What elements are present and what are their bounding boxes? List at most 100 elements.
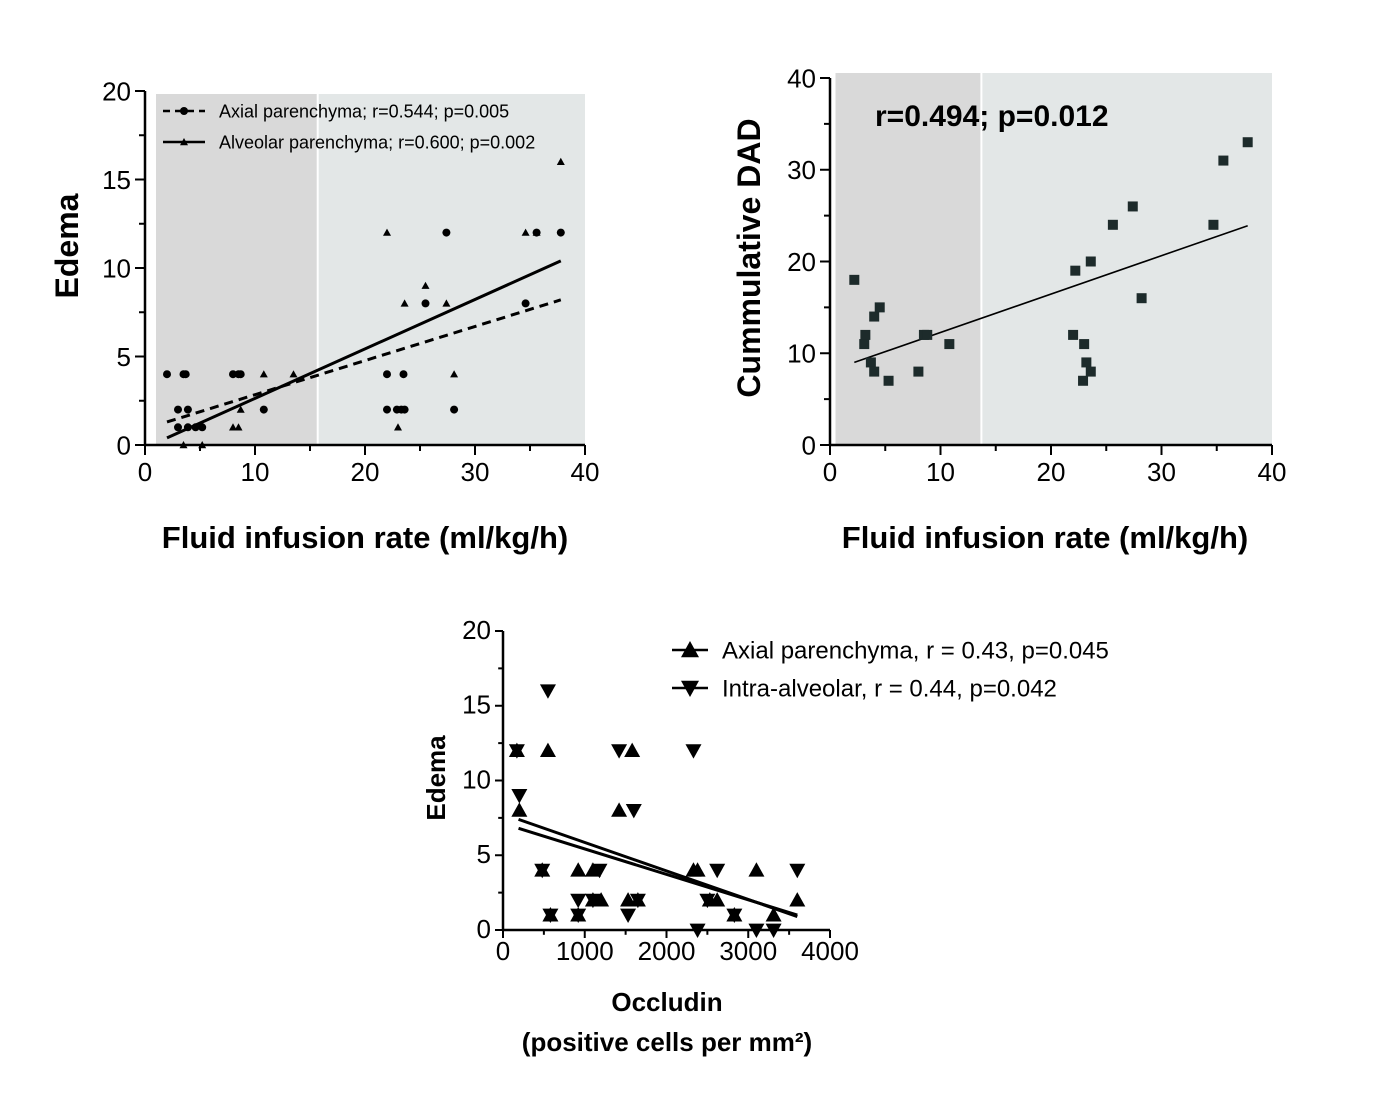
data-point bbox=[421, 281, 430, 289]
data-point bbox=[849, 274, 860, 285]
x-tick-label: 1000 bbox=[556, 936, 614, 966]
legend: Axial parenchyma, r = 0.43, p=0.045 Intra… bbox=[672, 638, 1109, 703]
x-tick-label: 4000 bbox=[801, 936, 859, 966]
data-point bbox=[198, 423, 207, 432]
legend: Axial parenchyma; r=0.544; p=0.005 Alveol… bbox=[163, 101, 535, 152]
data-point bbox=[944, 339, 955, 350]
legend-marker bbox=[180, 138, 188, 146]
data-point bbox=[539, 742, 556, 757]
series-2 bbox=[508, 684, 806, 938]
data-point bbox=[570, 908, 587, 924]
y-tick-label: 20 bbox=[102, 76, 131, 106]
data-point bbox=[259, 370, 268, 378]
x-axis-title: Occludin bbox=[611, 987, 722, 1017]
legend-entry: Axial parenchyma; r=0.544; p=0.005 bbox=[219, 101, 509, 121]
data-point bbox=[383, 405, 391, 414]
series-1 bbox=[163, 228, 565, 432]
x-tick-label: 0 bbox=[823, 457, 837, 487]
shaded-region bbox=[835, 73, 982, 445]
data-point bbox=[383, 228, 391, 236]
data-point bbox=[450, 405, 459, 414]
x-tick-label: 20 bbox=[1037, 457, 1066, 487]
data-point bbox=[1070, 265, 1081, 276]
x-tick-label: 40 bbox=[1258, 457, 1287, 487]
data-point bbox=[593, 892, 610, 907]
y-axis-title: Cummulative DAD bbox=[731, 118, 767, 397]
data-point bbox=[591, 863, 608, 879]
data-point bbox=[198, 441, 207, 449]
x-tick-label: 0 bbox=[138, 457, 152, 487]
data-point bbox=[685, 744, 702, 759]
data-point bbox=[421, 299, 430, 308]
data-point bbox=[234, 423, 243, 431]
data-point bbox=[236, 405, 245, 413]
data-point bbox=[624, 742, 641, 757]
data-point bbox=[789, 863, 806, 879]
data-point bbox=[521, 299, 530, 308]
data-point bbox=[1218, 155, 1229, 166]
correlation-annotation: r=0.494; p=0.012 bbox=[875, 100, 1109, 133]
data-point bbox=[869, 311, 880, 322]
data-point bbox=[179, 441, 188, 449]
data-point bbox=[611, 802, 628, 817]
x-tick-label: 10 bbox=[241, 457, 270, 487]
data-point bbox=[556, 228, 565, 237]
data-point bbox=[570, 862, 587, 877]
data-point bbox=[556, 157, 565, 165]
data-point bbox=[542, 908, 559, 924]
legend-marker bbox=[681, 680, 699, 697]
data-point bbox=[584, 893, 601, 909]
y-axis-title: Edema bbox=[49, 193, 85, 298]
data-point bbox=[521, 228, 530, 236]
x-tick-label: 40 bbox=[571, 457, 600, 487]
x-tick-label: 10 bbox=[926, 457, 955, 487]
data-point bbox=[1085, 366, 1096, 377]
y-tick-label: 15 bbox=[462, 690, 491, 720]
data-point bbox=[532, 228, 541, 236]
data-point bbox=[1068, 329, 1079, 340]
x-tick-label: 30 bbox=[461, 457, 490, 487]
y-tick-label: 10 bbox=[787, 339, 816, 369]
series-2 bbox=[166, 157, 565, 449]
data-point bbox=[163, 370, 171, 379]
x-axis-title: Fluid infusion rate (ml/kg/h) bbox=[842, 520, 1248, 555]
data-point bbox=[289, 370, 298, 378]
y-tick-label: 15 bbox=[102, 165, 131, 195]
data-point bbox=[874, 302, 885, 313]
y-tick-label: 20 bbox=[787, 247, 816, 277]
x-tick-label: 3000 bbox=[719, 936, 777, 966]
data-point bbox=[400, 405, 409, 414]
data-point bbox=[511, 802, 528, 817]
legend-entry: Intra-alveolar, r = 0.44, p=0.042 bbox=[722, 676, 1057, 703]
data-point bbox=[1208, 219, 1219, 230]
data-point bbox=[1107, 219, 1118, 230]
x-axis-title: Fluid infusion rate (ml/kg/h) bbox=[162, 520, 568, 555]
y-tick-label: 5 bbox=[117, 342, 131, 372]
data-point bbox=[789, 892, 806, 907]
chart-panel-3: 0 1000 2000 3000 4000 0 5 10 15 20 Edema Occludin (p… bbox=[421, 615, 1109, 1057]
x-tick-label: 20 bbox=[351, 457, 380, 487]
data-point bbox=[629, 893, 646, 909]
legend-marker bbox=[180, 107, 188, 115]
data-point bbox=[869, 366, 880, 377]
data-point bbox=[689, 862, 706, 877]
data-point bbox=[922, 329, 933, 340]
series-1 bbox=[508, 742, 806, 922]
shaded-region bbox=[156, 94, 318, 445]
x-tick-label: 30 bbox=[1147, 457, 1176, 487]
data-point bbox=[913, 366, 924, 377]
legend-entry: Alveolar parenchyma; r=0.600; p=0.002 bbox=[219, 132, 535, 152]
legend-entry: Axial parenchyma, r = 0.43, p=0.045 bbox=[722, 638, 1109, 665]
data-point bbox=[383, 370, 391, 379]
data-point bbox=[181, 370, 190, 379]
data-point bbox=[539, 684, 556, 699]
data-point bbox=[883, 375, 894, 386]
data-point bbox=[236, 370, 245, 379]
data-point bbox=[726, 908, 743, 924]
x-tick-label: 2000 bbox=[638, 936, 696, 966]
data-point bbox=[450, 370, 459, 378]
data-point bbox=[709, 892, 726, 907]
y-axis-title: Edema bbox=[421, 735, 451, 821]
data-point bbox=[689, 923, 706, 938]
